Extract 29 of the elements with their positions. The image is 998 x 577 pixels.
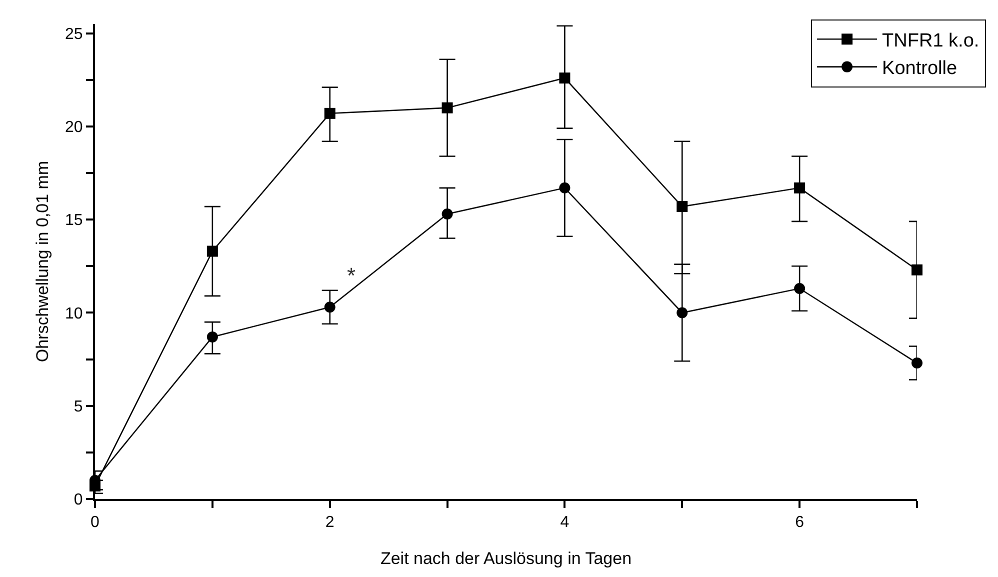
- x-tick-label: 4: [560, 514, 570, 532]
- point: [676, 307, 688, 318]
- point: [794, 182, 806, 194]
- point: [912, 264, 922, 276]
- y-tick-label: 5: [74, 398, 83, 416]
- point: [559, 72, 570, 84]
- y-tick-label: 15: [65, 212, 83, 230]
- point: [912, 358, 922, 369]
- legend-label: TNFR1 k.o.: [882, 30, 980, 52]
- point: [442, 102, 453, 114]
- x-tick-label: 6: [795, 514, 804, 532]
- y-tick-label: 10: [65, 305, 83, 322]
- point: [676, 201, 688, 212]
- y-tick-label: 25: [65, 26, 83, 43]
- point: [794, 283, 806, 294]
- y-axis-title: Ohrschwellung in 0,01 mm: [33, 160, 52, 362]
- x-tick-label: 0: [90, 514, 100, 532]
- annotation: *: [347, 263, 356, 288]
- y-tick-label: 20: [65, 119, 83, 136]
- point: [324, 108, 336, 119]
- point: [324, 302, 336, 313]
- y-tick-label: 0: [74, 492, 83, 509]
- legend-label: Kontrolle: [882, 58, 958, 80]
- point: [442, 208, 453, 220]
- point: [559, 182, 570, 194]
- x-tick-label: 2: [325, 514, 334, 532]
- x-axis-title: Zeit nach der Auslösung in Tagen: [380, 549, 632, 568]
- point: [206, 246, 218, 257]
- point: [206, 331, 218, 342]
